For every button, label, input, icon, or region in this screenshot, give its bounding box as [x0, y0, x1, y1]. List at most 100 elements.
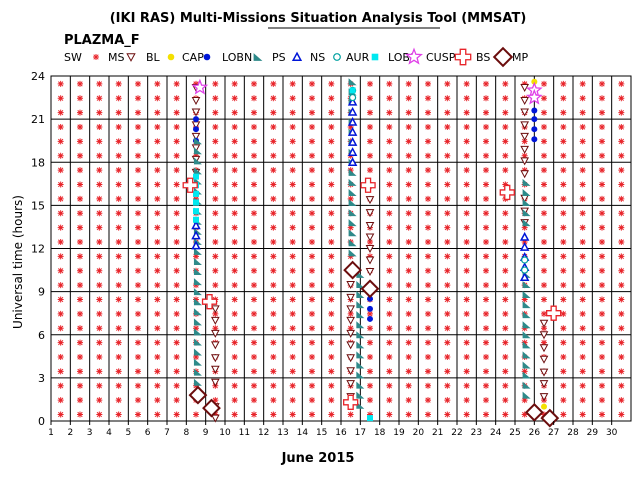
- sw-point: [193, 325, 199, 332]
- lobn-point: [348, 219, 357, 227]
- lobn-point: [522, 331, 531, 339]
- sw-point: [541, 296, 547, 303]
- sw-point: [444, 124, 451, 131]
- sw-point: [96, 138, 103, 145]
- sw-point: [425, 124, 431, 131]
- sw-point: [386, 310, 393, 317]
- legend-marker-ps: [291, 51, 303, 62]
- sw-point: [502, 253, 509, 260]
- bs-point: [343, 260, 363, 280]
- sw-point: [135, 354, 141, 361]
- sw-point: [270, 195, 277, 202]
- sw-point: [560, 224, 567, 231]
- ms-point: [346, 367, 356, 376]
- sw-point: [618, 210, 625, 217]
- sw-point: [599, 224, 605, 231]
- sw-point: [386, 296, 393, 303]
- sw-point: [483, 210, 489, 217]
- sw-point: [115, 411, 122, 418]
- sw-point: [309, 296, 315, 303]
- ps-point: [191, 230, 201, 240]
- sw-point: [154, 109, 161, 116]
- sw-point: [560, 210, 567, 217]
- sw-point: [386, 282, 393, 289]
- sw-point: [154, 310, 161, 317]
- sw-point: [328, 152, 335, 159]
- sw-point: [57, 80, 64, 87]
- x-tick-label: 15: [316, 428, 327, 438]
- sw-point: [309, 124, 315, 131]
- sw-point: [115, 354, 122, 361]
- sw-point: [289, 296, 296, 303]
- sw-point: [173, 267, 180, 274]
- lobn-point: [522, 371, 531, 379]
- sw-point: [135, 195, 141, 202]
- sw-point: [541, 339, 547, 346]
- sw-point: [289, 181, 296, 188]
- cusp-point: [201, 294, 218, 310]
- sw-point: [386, 411, 393, 418]
- y-tick-label: 24: [31, 70, 45, 83]
- ms-point: [346, 341, 356, 350]
- legend-marker-ns: [333, 53, 341, 61]
- ms-point: [520, 157, 530, 166]
- sw-point: [328, 195, 335, 202]
- sw-point: [115, 267, 122, 274]
- sw-point: [483, 310, 489, 317]
- cap-point: [367, 305, 373, 312]
- sw-point: [115, 325, 122, 332]
- aur-point: [349, 87, 356, 94]
- sw-point: [599, 181, 605, 188]
- cap-point: [367, 295, 373, 302]
- sw-point: [599, 152, 605, 159]
- sw-point: [599, 339, 605, 346]
- ms-point: [346, 354, 356, 363]
- sw-point: [231, 239, 238, 246]
- sw-point: [386, 210, 393, 217]
- sw-point: [289, 368, 296, 375]
- legend-marker-cap: [203, 53, 211, 61]
- sw-point: [270, 354, 277, 361]
- ps-point: [519, 241, 530, 251]
- sw-point: [579, 224, 586, 231]
- sw-point: [270, 95, 277, 102]
- sw-point: [405, 224, 412, 231]
- sw-point: [135, 282, 141, 289]
- sw-point: [618, 95, 625, 102]
- sw-point: [405, 167, 412, 174]
- legend-marker-bs: [492, 46, 514, 68]
- sw-point: [502, 224, 509, 231]
- legend-label-ns: NS: [310, 51, 325, 64]
- sw-point: [231, 354, 238, 361]
- sw-point: [463, 411, 470, 418]
- sw-point: [193, 152, 199, 159]
- chart-subtitle: PLAZMA_F: [64, 33, 140, 48]
- sw-point: [483, 167, 489, 174]
- sw-point: [57, 138, 64, 145]
- sw-point: [579, 368, 586, 375]
- sw-point: [521, 80, 528, 87]
- lobn-point: [193, 157, 202, 165]
- cap-point: [531, 126, 538, 133]
- ms-point: [520, 96, 530, 105]
- sw-point: [425, 210, 431, 217]
- sw-point: [386, 109, 393, 116]
- sw-point: [425, 411, 431, 418]
- sw-point: [579, 109, 586, 116]
- plot-area: [50, 75, 632, 428]
- sw-point: [212, 109, 219, 116]
- x-tick-label: 10: [219, 428, 231, 438]
- ms-point: [191, 108, 201, 117]
- sw-point: [57, 224, 64, 231]
- sw-point: [154, 80, 161, 87]
- sw-point: [212, 310, 219, 317]
- sw-point: [483, 152, 489, 159]
- sw-point: [463, 109, 470, 116]
- sw-point: [541, 181, 547, 188]
- sw-point: [328, 325, 335, 332]
- ms-point: [365, 196, 375, 205]
- sw-point: [328, 253, 335, 260]
- sw-point: [386, 224, 393, 231]
- sw-point: [270, 138, 277, 145]
